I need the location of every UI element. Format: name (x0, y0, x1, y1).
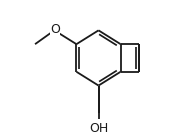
Text: O: O (50, 23, 60, 36)
Text: OH: OH (89, 122, 108, 135)
